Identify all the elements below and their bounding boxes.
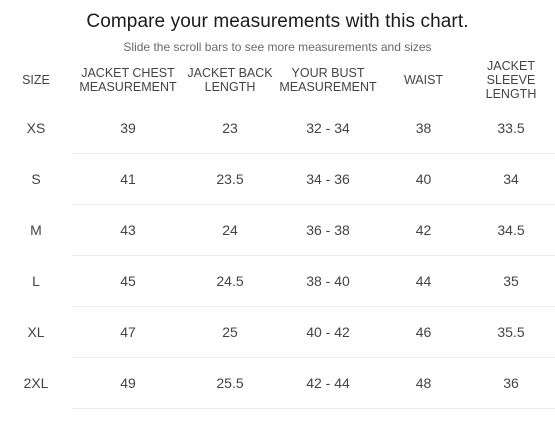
bust-cell: 32 - 34 <box>276 103 380 154</box>
column-header-sleeve: JACKET SLEEVE LENGTH <box>467 57 555 103</box>
header-line: LENGTH <box>485 87 537 101</box>
back-cell: 23 <box>184 103 276 154</box>
bust-cell: 40 - 42 <box>276 306 380 358</box>
size-cell: M <box>30 222 42 238</box>
chart-title: Compare your measurements with this char… <box>86 11 469 32</box>
size-cell: 2XL <box>23 375 49 391</box>
back-cell: 24.5 <box>184 255 276 307</box>
sleeve-cell: 33.5 <box>467 103 555 154</box>
column-header-jacket-chest: JACKET CHEST MEASUREMENT <box>72 57 184 103</box>
bust-cell: 42 - 44 <box>276 357 380 409</box>
header-line: LENGTH <box>204 80 256 94</box>
waist-cell: 38 <box>380 103 467 154</box>
size-cell: S <box>31 171 41 187</box>
chest-cell: 43 <box>72 204 184 256</box>
waist-cell: 40 <box>380 153 467 205</box>
header-line: JACKET CHEST <box>81 66 175 80</box>
chest-cell: 45 <box>72 255 184 307</box>
size-cell: L <box>32 273 40 289</box>
back-cell: 24 <box>184 204 276 256</box>
bust-cell: 38 - 40 <box>276 255 380 307</box>
chest-cell: 47 <box>72 306 184 358</box>
header-line: JACKET BACK <box>187 66 273 80</box>
waist-cell: 44 <box>380 255 467 307</box>
sleeve-cell: 35 <box>467 255 555 307</box>
table-row: XS 39 23 32 - 34 38 33.5 <box>0 103 555 154</box>
size-chart-table: SIZE JACKET CHEST MEASUREMENT JACKET BAC… <box>0 57 555 409</box>
chest-cell: 49 <box>72 357 184 409</box>
sleeve-cell: 34.5 <box>467 204 555 256</box>
chart-subtitle: Slide the scroll bars to see more measur… <box>123 40 432 54</box>
size-cell: XL <box>27 324 45 340</box>
waist-cell: 42 <box>380 204 467 256</box>
sleeve-cell: 35.5 <box>467 306 555 358</box>
waist-cell: 46 <box>380 306 467 358</box>
waist-cell: 48 <box>380 357 467 409</box>
bust-cell: 34 - 36 <box>276 153 380 205</box>
bust-cell: 36 - 38 <box>276 204 380 256</box>
back-cell: 25.5 <box>184 357 276 409</box>
column-header-waist: WAIST <box>380 57 467 103</box>
back-cell: 23.5 <box>184 153 276 205</box>
column-header-jacket-back: JACKET BACK LENGTH <box>184 57 276 103</box>
header-line: WAIST <box>403 73 444 87</box>
table-row: 2XL 49 25.5 42 - 44 48 36 <box>0 357 555 409</box>
table-row: XL 47 25 40 - 42 46 35.5 <box>0 306 555 358</box>
table-row: M 43 24 36 - 38 42 34.5 <box>0 204 555 256</box>
chest-cell: 41 <box>72 153 184 205</box>
header-line: SLEEVE <box>486 73 536 87</box>
size-cell: XS <box>26 120 46 137</box>
header-line: MEASUREMENT <box>279 80 377 94</box>
header-line: JACKET <box>487 59 535 73</box>
column-header-bust: YOUR BUST MEASUREMENT <box>276 57 380 103</box>
column-header-size: SIZE <box>0 57 72 103</box>
table-row: S 41 23.5 34 - 36 40 34 <box>0 153 555 205</box>
sleeve-cell: 34 <box>467 153 555 205</box>
header-line: MEASUREMENT <box>79 80 177 94</box>
chest-cell: 39 <box>72 103 184 154</box>
table-row: L 45 24.5 38 - 40 44 35 <box>0 255 555 307</box>
back-cell: 25 <box>184 306 276 358</box>
table-header-row: SIZE JACKET CHEST MEASUREMENT JACKET BAC… <box>0 57 555 103</box>
sleeve-cell: 36 <box>467 357 555 409</box>
header-line: YOUR BUST <box>291 66 365 80</box>
header-line: SIZE <box>22 73 50 87</box>
